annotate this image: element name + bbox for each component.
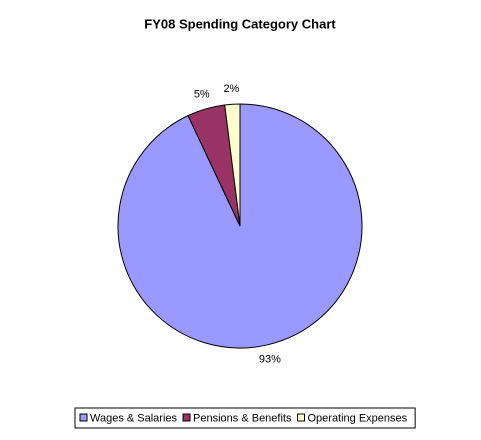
legend-swatch bbox=[296, 413, 305, 422]
chart-title: FY08 Spending Category Chart bbox=[144, 16, 336, 31]
legend-swatch bbox=[182, 413, 191, 422]
legend-label: Operating Expenses bbox=[307, 412, 407, 424]
data-label: 2% bbox=[223, 83, 239, 95]
legend-swatch bbox=[79, 413, 88, 422]
data-label: 93% bbox=[259, 354, 281, 366]
legend-box bbox=[74, 407, 416, 429]
data-label: 5% bbox=[194, 88, 210, 100]
pie-slice bbox=[224, 103, 241, 227]
legend-label: Pensions & Benefits bbox=[193, 412, 292, 424]
legend-label: Wages & Salaries bbox=[90, 412, 178, 424]
legend: Wages & Salaries Pensions & Benefits Opera… bbox=[74, 407, 416, 429]
